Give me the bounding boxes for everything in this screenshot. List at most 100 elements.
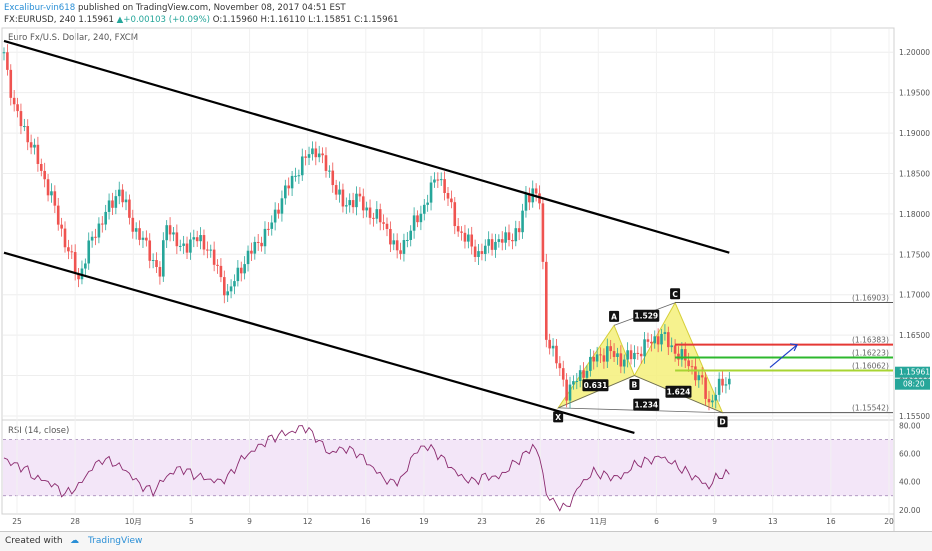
candle-body [294,175,297,177]
pattern-point-badge [609,310,620,322]
candle-body [646,339,650,342]
last-price: 1.15961 [78,15,114,25]
candle-body [412,215,416,231]
candle-body [182,243,185,246]
candle-body [43,170,46,180]
pattern-point-label: D [719,418,725,427]
candle-body [209,249,213,251]
candle-body [87,240,91,264]
candle-body [497,239,501,242]
candle-body [202,235,206,250]
pattern-point-badge [553,411,564,423]
candle-body [453,202,457,227]
candle-body [246,250,250,265]
time-tick-label: 26 [535,517,545,526]
candle-body [212,249,216,265]
candle-body [656,336,660,345]
time-tick-label: 12 [303,517,313,526]
candle-body [365,207,368,211]
candle-body [195,237,199,242]
candle-body [728,378,731,385]
candle-body [138,228,141,240]
candle-body [243,264,246,274]
rsi-line [3,425,730,512]
candle-body [331,170,335,186]
candle-body [56,205,60,225]
candle-body [239,267,243,274]
author-link[interactable]: Excalibur-vin618 [4,3,76,13]
candle-body [622,359,626,367]
time-tick-label: 13 [768,517,778,526]
candle-body [16,104,19,112]
candle-body [314,148,318,158]
symbol-label: FX:EURUSD, 240 [4,15,76,25]
candle-body [507,232,511,240]
candle-body [355,193,358,208]
candle-body [663,332,667,334]
candle-body [111,200,114,208]
candle-body [578,370,582,381]
candle-body [358,193,362,197]
candle-body [270,222,274,229]
price-tick-label: 1.18000 [899,210,930,219]
candle-body [277,209,280,214]
chart-area[interactable]: Euro Fx/U.S. Dollar, 240, FXCM RSI (14, … [0,0,932,531]
candle-body [439,179,443,181]
tradingview-brand[interactable]: TradingView [88,536,143,546]
candle-body [311,148,314,155]
candle-body [612,351,616,357]
candle-body [229,286,233,292]
candle-body [67,247,70,252]
high-value: H:1.16110 [260,15,306,25]
candle-body [345,205,348,207]
candle-body [700,375,704,378]
pattern-point-badge [717,416,728,428]
candle-body [185,243,189,253]
candle-body [114,196,118,208]
candle-body [592,356,596,362]
low-value: L:1.15851 [308,15,352,25]
candle-body [389,228,392,245]
candle-body [253,241,257,254]
channel-lower-line [3,251,635,434]
price-tick-label: 1.19500 [899,89,930,98]
candle-body [121,189,124,203]
candle-body [124,199,128,203]
candle-body [189,239,192,253]
candle-body [680,349,684,360]
price-pane[interactable] [1,27,895,421]
publish-text: published on TradingView.com, November 0… [77,3,346,13]
candle-body [206,249,209,251]
candle-body [236,267,240,282]
candle-body [416,215,419,223]
candle-body [77,273,80,280]
target-arrowhead-icon [790,343,799,352]
candle-body [487,239,490,246]
candle-body [514,228,518,242]
candle-body [639,353,643,357]
candle-body [97,223,101,238]
candle-body [500,239,504,243]
candle-body [477,251,480,257]
candle-body [23,126,26,128]
candle-body [199,235,202,242]
candle-body [161,240,165,277]
candle-body [107,200,111,212]
candle-body [690,366,694,368]
candle-body [558,363,562,369]
candle-body [422,204,426,214]
candle-body [483,245,487,254]
pattern-point-badge [670,288,681,300]
ohlc-info: FX:EURUSD, 240 1.15961 ▲+0.00103 (+0.09%… [4,15,399,25]
created-with-text: Created with [5,536,63,546]
time-tick-label: 9 [247,517,252,526]
candle-body [395,240,399,251]
candle-body [724,384,728,386]
candle-body [653,336,657,344]
candle-body [368,207,372,218]
candle-body [178,245,182,247]
candle-body [721,378,724,386]
candle-body [714,394,718,401]
last-price-tag-label: 1.15961 [899,368,930,377]
candle-body [673,345,677,354]
